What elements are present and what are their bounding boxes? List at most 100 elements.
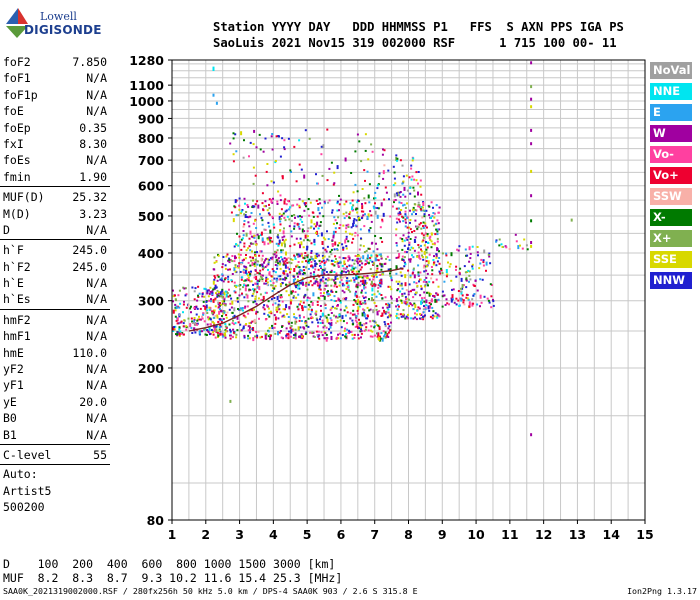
echo-point (327, 277, 330, 280)
echo-point (336, 202, 339, 205)
echo-point (267, 300, 270, 303)
echo-point (268, 203, 270, 206)
echo-point (374, 197, 377, 200)
echo-point (264, 265, 267, 268)
echo-point (299, 272, 302, 275)
echo-point (480, 258, 483, 261)
echo-point (243, 283, 246, 285)
echo-point (298, 198, 301, 201)
echo-point (262, 306, 265, 309)
echo-point (300, 252, 303, 255)
echo-point (345, 297, 348, 299)
parameter-label: MUF(D) (3, 190, 45, 205)
echo-point (266, 238, 269, 241)
echo-point (479, 278, 482, 281)
echo-point (359, 280, 362, 283)
echo-point (420, 208, 423, 211)
echo-point (359, 300, 362, 305)
echo-point (321, 271, 324, 276)
echo-point (344, 257, 347, 260)
echo-point (335, 285, 338, 288)
parameter-value: N/A (86, 87, 107, 102)
echo-point (367, 194, 370, 199)
echo-point (255, 276, 258, 280)
echo-point (431, 243, 434, 246)
echo-point (498, 238, 501, 241)
echo-point (198, 330, 201, 335)
echo-point (298, 204, 301, 207)
parameter-label: h`F (3, 243, 24, 258)
echo-point (356, 190, 359, 193)
echo-point (292, 275, 295, 278)
echo-point (269, 280, 272, 283)
echo-point (441, 272, 444, 275)
echo-point (265, 282, 268, 285)
echo-point (380, 268, 383, 271)
echo-point (374, 202, 376, 205)
echo-point (279, 262, 282, 265)
plot-frame (171, 59, 646, 521)
echo-point (261, 240, 264, 243)
echo-point (292, 296, 295, 299)
echo-point (277, 317, 280, 320)
echo-point (274, 261, 277, 264)
echo-point (325, 284, 328, 287)
echo-point (404, 250, 407, 253)
echo-point (316, 215, 319, 218)
echo-point (219, 278, 222, 281)
echo-point (339, 337, 342, 340)
echo-point (321, 334, 324, 337)
echo-point (241, 237, 244, 240)
echo-point (412, 206, 415, 209)
echo-point (274, 264, 277, 266)
echo-point (530, 433, 533, 437)
echo-point (331, 305, 334, 308)
echo-point (263, 241, 266, 246)
echo-point (221, 279, 223, 282)
echo-point (298, 255, 301, 258)
echo-point (270, 275, 273, 278)
echo-point (296, 223, 299, 225)
echo-point (530, 219, 533, 223)
echo-point (414, 209, 417, 211)
echo-point (458, 273, 461, 276)
echo-point (486, 297, 489, 300)
echo-point (250, 270, 252, 273)
echo-point (266, 264, 269, 267)
echo-point (241, 276, 244, 279)
echo-point (197, 296, 200, 298)
echo-point (202, 305, 205, 307)
echo-point (377, 332, 380, 337)
echo-point (464, 248, 467, 251)
echo-point (321, 321, 324, 324)
echo-point (344, 314, 347, 317)
echo-point (415, 282, 418, 285)
echo-point (224, 264, 227, 267)
echo-point (382, 170, 385, 175)
echo-point (417, 251, 420, 254)
echo-point (279, 155, 282, 158)
echo-point (284, 264, 287, 269)
echo-point (387, 285, 390, 288)
echo-point (301, 260, 304, 263)
echo-point (329, 271, 332, 274)
echo-point (253, 263, 256, 266)
panel-separator (0, 239, 110, 241)
echo-point (408, 226, 411, 229)
echo-point (243, 242, 246, 245)
echo-point (355, 294, 358, 297)
echo-point (291, 258, 294, 261)
echo-point (364, 302, 367, 305)
echo-point (242, 327, 245, 330)
echo-point (347, 226, 350, 228)
echo-point (261, 219, 264, 222)
echo-point (357, 257, 360, 260)
echo-point (389, 329, 392, 332)
echo-point (302, 301, 305, 304)
echo-point (414, 236, 417, 239)
echo-point (313, 223, 316, 226)
echo-point (327, 238, 330, 240)
echo-point (398, 305, 400, 308)
echo-point (241, 209, 244, 211)
echo-point (247, 221, 250, 224)
